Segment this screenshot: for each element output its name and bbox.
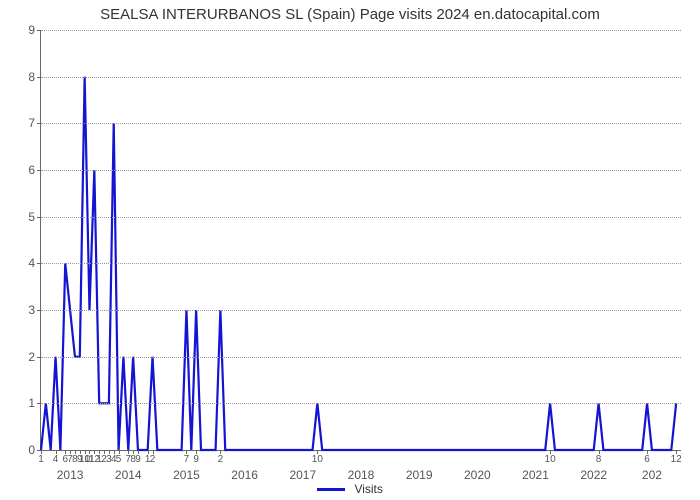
- y-tick-label: 4: [28, 256, 35, 270]
- y-gridline: [41, 30, 681, 31]
- x-year-label: 2018: [348, 468, 375, 482]
- x-year-label: 2020: [464, 468, 491, 482]
- y-gridline: [41, 357, 681, 358]
- y-tick-label: 9: [28, 23, 35, 37]
- y-gridline: [41, 310, 681, 311]
- x-month-label: 6: [644, 454, 650, 465]
- y-tick-label: 2: [28, 350, 35, 364]
- x-year-label: 202: [642, 468, 662, 482]
- line-series: [41, 30, 681, 450]
- y-gridline: [41, 263, 681, 264]
- y-gridline: [41, 170, 681, 171]
- chart-container: SEALSA INTERURBANOS SL (Spain) Page visi…: [0, 0, 700, 500]
- y-tick: [37, 170, 41, 171]
- x-year-label: 2013: [57, 468, 84, 482]
- y-tick: [37, 217, 41, 218]
- legend-swatch: [317, 488, 345, 491]
- y-tick-label: 3: [28, 303, 35, 317]
- y-tick-label: 0: [28, 443, 35, 457]
- y-tick: [37, 403, 41, 404]
- y-tick-label: 1: [28, 396, 35, 410]
- plot-area: 0123456789201320142015201620172018201920…: [40, 30, 681, 451]
- y-gridline: [41, 77, 681, 78]
- y-tick-label: 8: [28, 70, 35, 84]
- chart-title: SEALSA INTERURBANOS SL (Spain) Page visi…: [0, 6, 700, 23]
- x-month-label: 2: [150, 454, 156, 465]
- x-year-label: 2014: [115, 468, 142, 482]
- x-year-label: 2019: [406, 468, 433, 482]
- x-month-label: 5: [116, 454, 122, 465]
- x-year-label: 2016: [231, 468, 258, 482]
- y-tick: [37, 77, 41, 78]
- y-tick: [37, 357, 41, 358]
- y-tick: [37, 123, 41, 124]
- y-gridline: [41, 217, 681, 218]
- x-year-label: 2017: [289, 468, 316, 482]
- y-tick-label: 7: [28, 116, 35, 130]
- legend-label: Visits: [354, 482, 382, 496]
- y-tick: [37, 263, 41, 264]
- x-month-label: 10: [545, 454, 556, 465]
- x-month-label: 4: [53, 454, 59, 465]
- y-gridline: [41, 403, 681, 404]
- y-gridline: [41, 123, 681, 124]
- x-month-label: 2: [218, 454, 224, 465]
- x-month-label: 8: [596, 454, 602, 465]
- x-month-label: 1: [38, 454, 44, 465]
- x-year-label: 2022: [580, 468, 607, 482]
- x-month-label: 7: [184, 454, 190, 465]
- x-month-label: 12: [671, 454, 682, 465]
- x-year-label: 2015: [173, 468, 200, 482]
- x-year-label: 2021: [522, 468, 549, 482]
- x-month-label: 9: [193, 454, 199, 465]
- y-tick: [37, 30, 41, 31]
- y-tick-label: 5: [28, 210, 35, 224]
- y-tick-label: 6: [28, 163, 35, 177]
- x-month-label: 9: [135, 454, 141, 465]
- y-tick: [37, 310, 41, 311]
- x-month-label: 10: [312, 454, 323, 465]
- legend: Visits: [0, 482, 700, 496]
